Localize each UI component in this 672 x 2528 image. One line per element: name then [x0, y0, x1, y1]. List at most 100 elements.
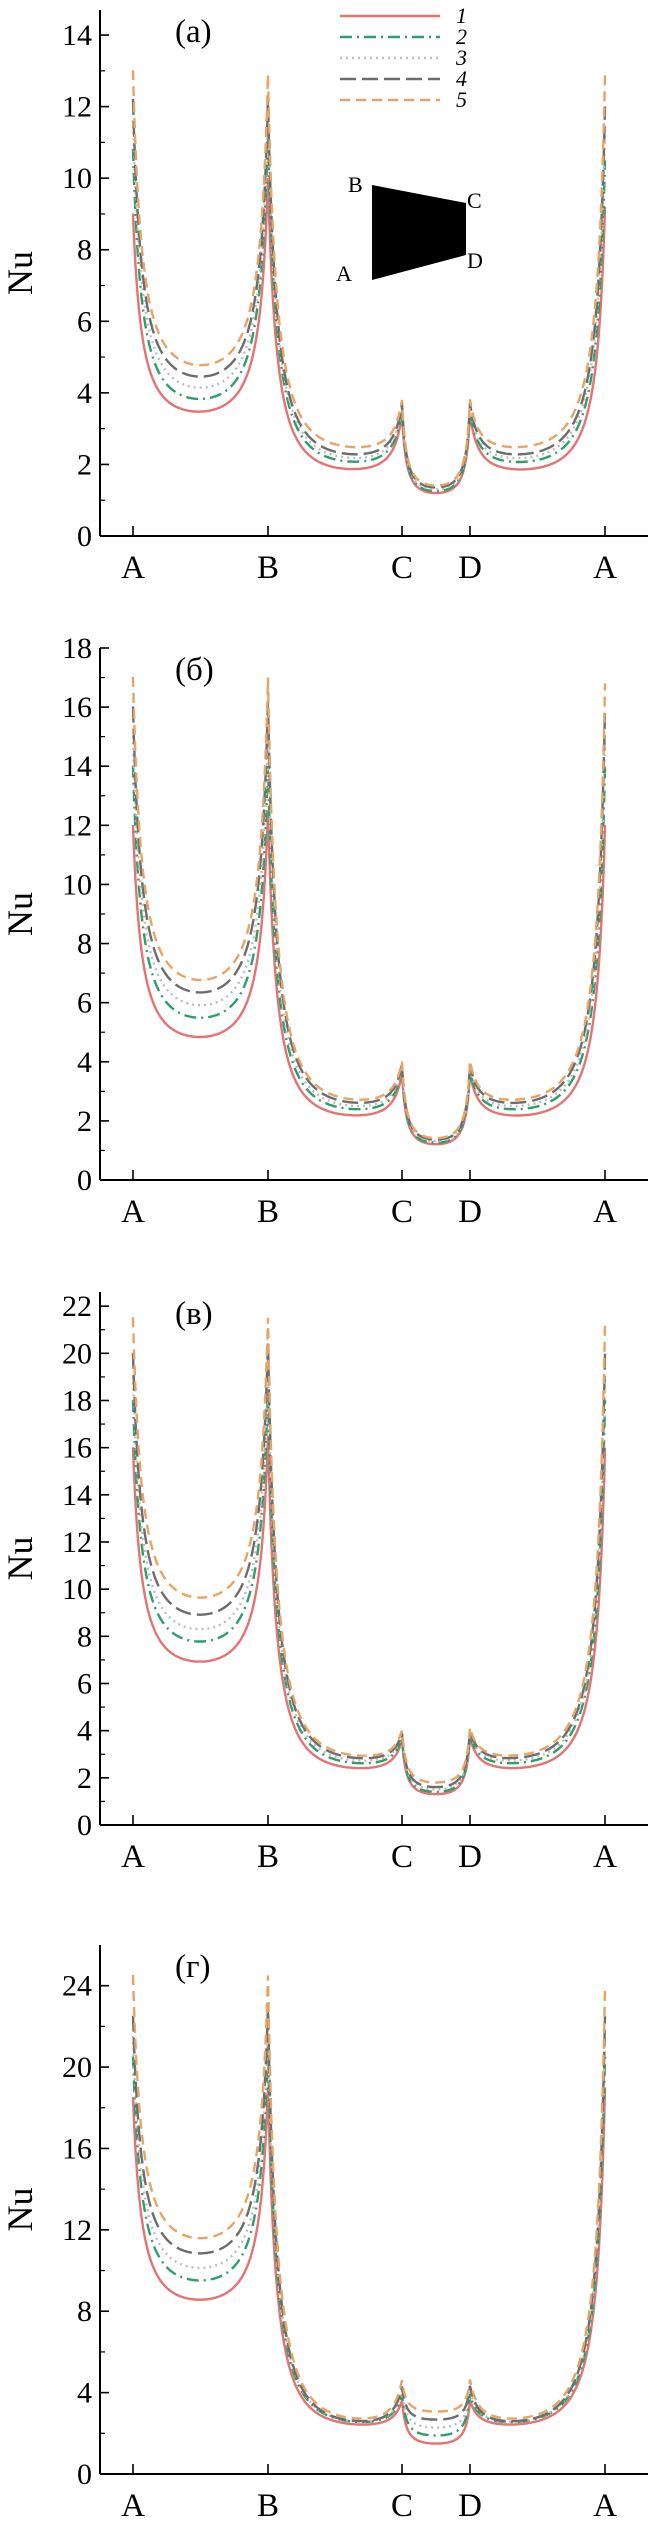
x-tick-label: B [257, 1194, 279, 1230]
x-tick-label: B [257, 1839, 279, 1875]
y-tick-label: 14 [62, 19, 92, 52]
y-tick-label: 2 [77, 1762, 92, 1795]
x-tick-label: A [593, 550, 617, 586]
y-tick-label: 12 [62, 2214, 92, 2247]
y-tick-label: 14 [62, 750, 92, 783]
series-line-1 [131, 810, 607, 1146]
x-tick-label: A [593, 2488, 617, 2524]
x-tick-label: B [257, 2488, 279, 2524]
inset-vertex-label: C [467, 188, 482, 213]
chart-panel-3: 0 2 4 6 8 10 12 14 16 18 20 22 Nu A B C D A (в) [0, 1290, 648, 1875]
x-tick-label: A [121, 2488, 145, 2524]
y-tick-label: 10 [62, 162, 92, 195]
chart-panel-2: 0 2 4 6 8 10 12 14 16 18 Nu A B C D A (б) [0, 632, 648, 1230]
y-tick-label: 2 [77, 448, 92, 481]
x-tick-label: C [391, 2488, 413, 2524]
y-tick-label: 12 [62, 809, 92, 842]
y-tick-label: 24 [62, 1970, 92, 2003]
legend-label: 2 [456, 24, 467, 49]
y-axis-label: Nu [0, 1537, 40, 1581]
series-line-2 [131, 1388, 607, 1793]
y-tick-label: 4 [77, 1046, 92, 1079]
y-tick-label: 8 [77, 234, 92, 267]
y-tick-label: 18 [62, 632, 92, 665]
x-tick-label: C [391, 1194, 413, 1230]
y-tick-label: 18 [62, 1384, 92, 1417]
series-line-4 [131, 701, 607, 1141]
y-tick-label: 22 [62, 1290, 92, 1323]
panel-label: (г) [175, 1949, 211, 1985]
inset-vertex-label: D [467, 248, 483, 273]
y-tick-label: 6 [77, 305, 92, 338]
x-tick-label: A [121, 550, 145, 586]
series-line-3 [131, 736, 607, 1143]
x-tick-label: C [391, 1839, 413, 1875]
y-tick-label: 16 [62, 691, 92, 724]
y-tick-label: 0 [77, 2458, 92, 2491]
y-tick-label: 4 [77, 1715, 92, 1748]
panel-label: (в) [175, 1296, 213, 1332]
x-tick-label: A [593, 1839, 617, 1875]
y-tick-label: 20 [62, 1337, 92, 1370]
y-tick-label: 16 [62, 1432, 92, 1465]
x-tick-label: D [458, 2488, 482, 2524]
series-line-3 [131, 2026, 607, 2429]
y-tick-label: 16 [62, 2132, 92, 2165]
x-tick-label: C [391, 550, 413, 586]
series-line-4 [131, 2005, 607, 2423]
inset-trapezoid [372, 185, 466, 280]
y-tick-label: 8 [77, 1620, 92, 1653]
x-tick-label: A [593, 1194, 617, 1230]
x-tick-label: D [458, 1839, 482, 1875]
legend-label: 5 [456, 87, 467, 112]
y-tick-label: 10 [62, 868, 92, 901]
panel-label: (а) [175, 14, 212, 50]
y-axis-label: Nu [0, 892, 40, 936]
y-axis-label: Nu [0, 2188, 40, 2232]
x-tick-label: B [257, 550, 279, 586]
y-tick-label: 0 [77, 1809, 92, 1842]
y-tick-label: 4 [77, 2377, 92, 2410]
legend-label: 3 [455, 45, 467, 70]
x-tick-label: D [458, 1194, 482, 1230]
y-axis-label: Nu [0, 251, 40, 295]
legend-label: 4 [456, 66, 467, 91]
y-tick-label: 4 [77, 377, 92, 410]
series-line-3 [131, 113, 607, 491]
series-line-5 [131, 676, 607, 1140]
series-line-2 [131, 131, 607, 493]
series-line-4 [131, 98, 607, 489]
x-tick-label: D [458, 550, 482, 586]
chart-panel-4: 0 4 8 12 16 20 24 Nu A B C D A (г) [0, 1945, 648, 2524]
panel-label: (б) [175, 652, 214, 688]
y-tick-label: 2 [77, 1105, 92, 1138]
x-tick-label: A [121, 1194, 145, 1230]
y-tick-label: 12 [62, 91, 92, 124]
y-tick-label: 20 [62, 2051, 92, 2084]
y-tick-label: 14 [62, 1479, 92, 1512]
inset-vertex-label: B [348, 172, 363, 197]
series-line-2 [131, 2046, 607, 2437]
series-line-5 [131, 1974, 607, 2420]
y-tick-label: 10 [62, 1573, 92, 1606]
y-tick-label: 8 [77, 928, 92, 961]
y-tick-label: 0 [77, 1164, 92, 1197]
y-tick-label: 6 [77, 987, 92, 1020]
x-tick-label: A [121, 1839, 145, 1875]
y-tick-label: 6 [77, 1667, 92, 1700]
series-line-5 [131, 1317, 607, 1784]
legend-label: 1 [456, 3, 467, 28]
series-line-3 [131, 1365, 607, 1791]
series-line-1 [131, 2087, 607, 2445]
y-tick-label: 12 [62, 1526, 92, 1559]
series-line-5 [131, 70, 607, 487]
y-tick-label: 8 [77, 2295, 92, 2328]
y-tick-label: 0 [77, 520, 92, 553]
series-line-4 [131, 1341, 607, 1789]
inset-cross-section: B C D A [336, 172, 483, 286]
series-line-2 [131, 765, 607, 1144]
inset-vertex-label: A [336, 261, 352, 286]
